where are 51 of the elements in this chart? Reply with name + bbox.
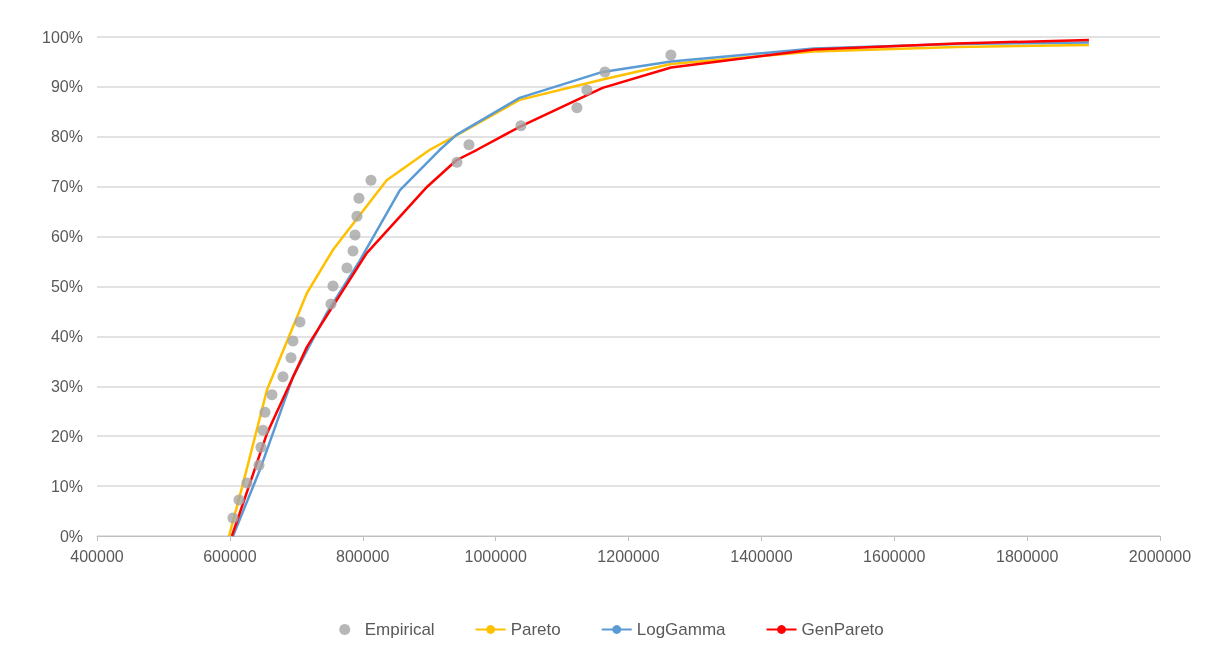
point <box>351 210 363 222</box>
point <box>285 352 297 364</box>
x-tick-label: 600000 <box>203 547 257 565</box>
legend-label: LogGamma <box>636 620 727 639</box>
y-tick-label: 80% <box>50 128 83 146</box>
point <box>571 102 583 114</box>
point <box>259 406 271 418</box>
x-tick-label: 1000000 <box>464 547 527 565</box>
y-tick-label: 100% <box>42 28 83 46</box>
point <box>325 298 337 310</box>
point <box>327 280 339 292</box>
point <box>665 49 677 61</box>
point <box>241 477 253 489</box>
legend-label: Pareto <box>510 620 561 639</box>
point <box>349 229 361 241</box>
point <box>233 494 245 506</box>
y-tick-label: 50% <box>50 278 83 295</box>
y-tick-label: 0% <box>59 527 83 545</box>
x-tick-label: 1400000 <box>730 547 793 565</box>
y-tick-label: 40% <box>50 327 83 345</box>
legend-label: Empirical <box>364 620 435 639</box>
x-tick-label: 1600000 <box>863 547 926 565</box>
point <box>341 262 353 274</box>
point <box>451 156 463 168</box>
x-tick-label: 2000000 <box>1128 547 1192 565</box>
y-tick-label: 10% <box>50 477 83 495</box>
x-tick-label: 800000 <box>336 547 390 565</box>
point <box>257 424 269 436</box>
point <box>227 512 239 524</box>
y-tick-label: 90% <box>50 78 83 96</box>
x-tick-label: 400000 <box>70 547 124 565</box>
point <box>463 139 475 151</box>
point <box>294 316 306 328</box>
y-tick-label: 70% <box>50 178 83 196</box>
point <box>581 84 593 96</box>
x-tick-label: 1200000 <box>597 547 660 565</box>
point <box>353 192 365 204</box>
y-tick-label: 20% <box>50 427 83 445</box>
y-tick-label: 60% <box>50 228 83 246</box>
point <box>255 441 267 453</box>
point <box>266 389 278 401</box>
point <box>287 335 299 347</box>
x-tick-label: 1800000 <box>995 547 1059 565</box>
point <box>365 174 377 186</box>
point <box>253 459 265 471</box>
point <box>277 371 289 383</box>
point <box>599 66 611 78</box>
point <box>347 245 359 257</box>
legend-label: GenPareto <box>801 620 884 639</box>
point <box>515 120 527 132</box>
y-tick-label: 30% <box>50 377 83 395</box>
